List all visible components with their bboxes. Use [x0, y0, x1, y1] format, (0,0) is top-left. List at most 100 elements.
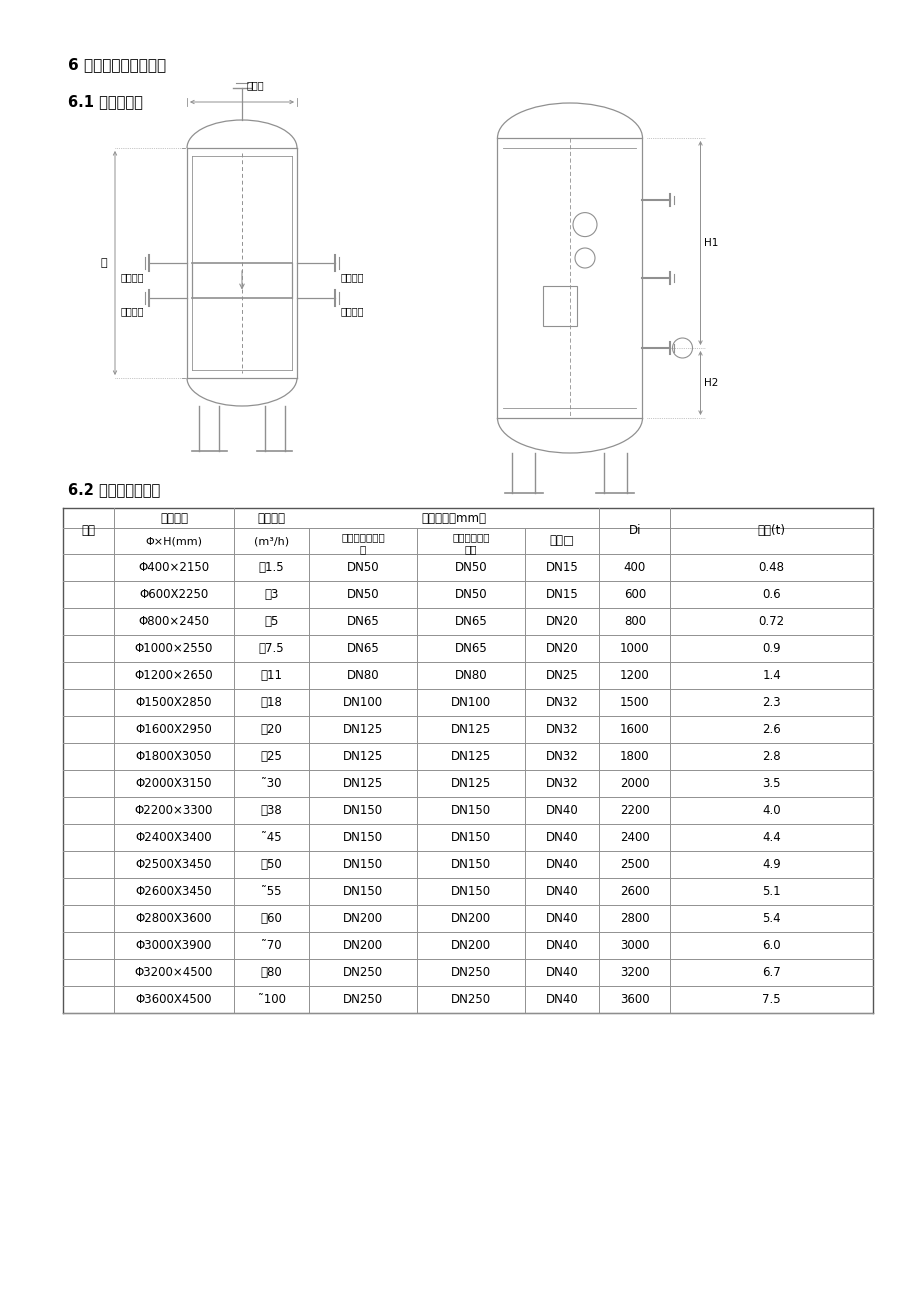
Text: 排气口: 排气口	[246, 79, 265, 90]
Text: ˜45: ˜45	[261, 831, 281, 844]
Text: ～7.5: ～7.5	[258, 641, 284, 654]
Text: DN150: DN150	[343, 857, 382, 870]
Text: DN150: DN150	[450, 857, 491, 870]
Text: 水: 水	[359, 544, 366, 554]
Text: 2600: 2600	[619, 885, 649, 898]
Text: 2500: 2500	[619, 857, 649, 870]
Text: 7.5: 7.5	[762, 993, 780, 1006]
Text: Φ2600X3450: Φ2600X3450	[135, 885, 212, 898]
Text: 6.2 规格型号一览表: 6.2 规格型号一览表	[68, 483, 160, 497]
Text: 工: 工	[100, 258, 107, 268]
Text: DN125: DN125	[450, 723, 491, 736]
Text: DN65: DN65	[454, 641, 487, 654]
Text: DN65: DN65	[454, 615, 487, 628]
Text: DN40: DN40	[545, 831, 578, 844]
Text: ˜70: ˜70	[261, 939, 281, 952]
Text: 型号: 型号	[82, 524, 96, 537]
Text: 1800: 1800	[619, 749, 649, 762]
Text: DN32: DN32	[545, 723, 578, 736]
Text: 600: 600	[623, 588, 645, 601]
Text: 2400: 2400	[619, 831, 649, 844]
Text: DN15: DN15	[545, 561, 578, 574]
Text: DN100: DN100	[450, 696, 491, 709]
Text: 反洗进水: 反洗进水	[120, 307, 144, 316]
Text: DN50: DN50	[454, 588, 487, 601]
Text: DN40: DN40	[545, 967, 578, 978]
Text: 6.0: 6.0	[762, 939, 780, 952]
Text: 0.48: 0.48	[758, 561, 784, 574]
Text: DN200: DN200	[450, 912, 491, 925]
Text: ～11: ～11	[260, 669, 282, 682]
Text: 400: 400	[623, 561, 645, 574]
Text: DN200: DN200	[343, 939, 382, 952]
Text: 800: 800	[623, 615, 645, 628]
Text: DN250: DN250	[450, 993, 491, 1006]
Text: Φ3200×4500: Φ3200×4500	[135, 967, 213, 978]
Text: DN40: DN40	[545, 912, 578, 925]
Text: Φ1800X3050: Φ1800X3050	[136, 749, 212, 762]
Text: Φ3600X4500: Φ3600X4500	[136, 993, 212, 1006]
Text: 6 规格型号及外型尺寸: 6 规格型号及外型尺寸	[68, 57, 166, 73]
Text: DN150: DN150	[450, 885, 491, 898]
Text: DN32: DN32	[545, 696, 578, 709]
Text: 0.72: 0.72	[758, 615, 784, 628]
Text: DN50: DN50	[454, 561, 487, 574]
Text: Φ1600X2950: Φ1600X2950	[135, 723, 212, 736]
Text: ～25: ～25	[260, 749, 282, 762]
Text: 2200: 2200	[619, 804, 649, 817]
Text: DN40: DN40	[545, 857, 578, 870]
Text: 6.1 外型尺寸图: 6.1 外型尺寸图	[68, 95, 142, 109]
Text: 1000: 1000	[619, 641, 649, 654]
Text: Φ2500X3450: Φ2500X3450	[136, 857, 212, 870]
Text: 反洗出水: 反洗出水	[341, 272, 364, 282]
Text: 1200: 1200	[619, 669, 649, 682]
Text: 重量(t): 重量(t)	[757, 524, 785, 537]
Text: DN200: DN200	[450, 939, 491, 952]
Text: ～1.5: ～1.5	[258, 561, 284, 574]
Text: Φ1200×2650: Φ1200×2650	[134, 669, 213, 682]
Text: 2000: 2000	[619, 777, 649, 790]
Text: 2.3: 2.3	[762, 696, 780, 709]
Text: 处理流量: 处理流量	[257, 511, 285, 524]
Text: 6.7: 6.7	[762, 967, 780, 978]
Text: DN32: DN32	[545, 777, 578, 790]
Text: Φ1000×2550: Φ1000×2550	[135, 641, 213, 654]
Text: ˜100: ˜100	[257, 993, 285, 1006]
Text: ˜55: ˜55	[261, 885, 281, 898]
Text: DN40: DN40	[545, 804, 578, 817]
Text: Φ2800X3600: Φ2800X3600	[136, 912, 212, 925]
Text: DN15: DN15	[545, 588, 578, 601]
Text: ～50: ～50	[260, 857, 282, 870]
Text: Φ3000X3900: Φ3000X3900	[136, 939, 212, 952]
Text: ˜30: ˜30	[261, 777, 281, 790]
Text: Φ400×2150: Φ400×2150	[138, 561, 210, 574]
Text: DN20: DN20	[545, 641, 578, 654]
Text: 4.9: 4.9	[762, 857, 780, 870]
Text: 1500: 1500	[619, 696, 649, 709]
Text: ～80: ～80	[260, 967, 282, 978]
Text: DN150: DN150	[343, 885, 382, 898]
Text: 2800: 2800	[619, 912, 649, 925]
Text: Φ2200×3300: Φ2200×3300	[135, 804, 213, 817]
Text: DN150: DN150	[343, 804, 382, 817]
Text: 过滤进水反洗出: 过滤进水反洗出	[341, 532, 384, 543]
Text: Φ2400X3400: Φ2400X3400	[135, 831, 212, 844]
Text: ～3: ～3	[264, 588, 278, 601]
Text: DN125: DN125	[343, 749, 383, 762]
Text: (m³/h): (m³/h)	[254, 536, 289, 546]
Text: DN150: DN150	[343, 831, 382, 844]
Text: H1: H1	[704, 238, 718, 248]
Text: DN125: DN125	[343, 723, 383, 736]
Text: Φ1500X2850: Φ1500X2850	[136, 696, 212, 709]
Text: DN250: DN250	[450, 967, 491, 978]
Text: 4.0: 4.0	[762, 804, 780, 817]
Text: DN20: DN20	[545, 615, 578, 628]
Text: 进水: 进水	[464, 544, 477, 554]
Text: 2.6: 2.6	[762, 723, 780, 736]
Text: 1.4: 1.4	[762, 669, 780, 682]
Text: Φ×H(mm): Φ×H(mm)	[145, 536, 202, 546]
Text: DN250: DN250	[343, 967, 382, 978]
Text: DN65: DN65	[346, 615, 379, 628]
Text: 过滤出水反洗: 过滤出水反洗	[451, 532, 489, 543]
Text: 接口尺寸（mm）: 接口尺寸（mm）	[421, 511, 486, 524]
